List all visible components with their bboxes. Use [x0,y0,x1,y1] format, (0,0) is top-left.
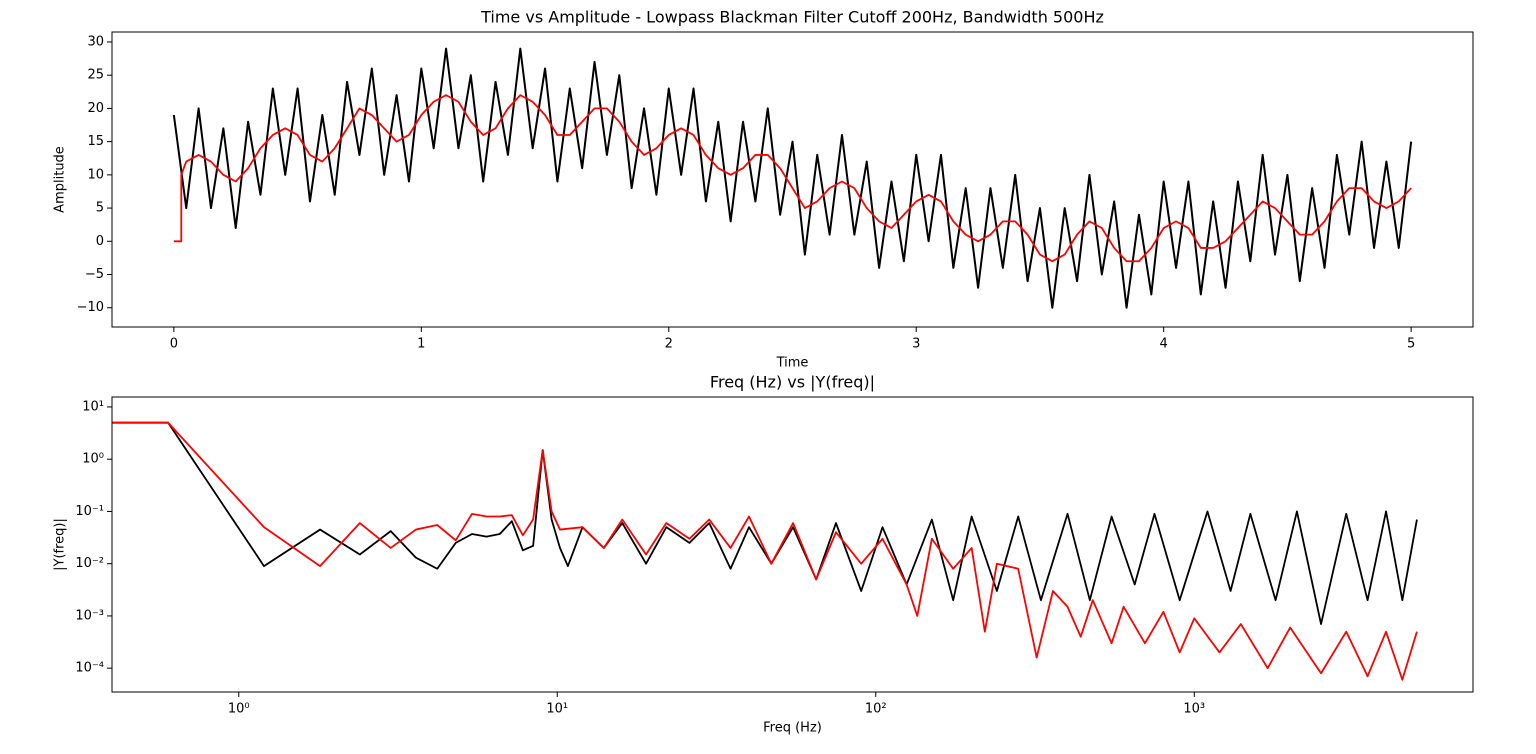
x-tick-label: 4 [1160,337,1168,352]
y-tick-label: 10⁻² [75,556,104,571]
y-tick-label: −10 [77,300,104,315]
y-tick-label: 10⁻¹ [75,504,104,519]
chart-title: Freq (Hz) vs |Y(freq)| [710,373,875,392]
series-line [112,421,1418,681]
plot-area [112,421,1418,681]
x-tick-label: 10³ [1183,702,1205,717]
chart-title: Time vs Amplitude - Lowpass Blackman Fil… [480,8,1104,27]
y-tick-label: 0 [96,234,104,249]
x-tick-label: 2 [665,337,673,352]
x-tick-label: 1 [417,337,425,352]
y-tick-label: 10 [87,167,104,182]
y-tick-label: −5 [85,267,104,282]
x-axis-label: Freq (Hz) [763,721,822,736]
axes-frame [111,31,1474,328]
x-tick-label: 5 [1407,337,1415,352]
y-tick-label: 10⁰ [82,452,104,467]
x-axis-label: Time [776,356,809,371]
y-tick-label: 5 [96,201,104,216]
x-tick-label: 10² [865,702,887,717]
series-line [173,94,1412,263]
y-tick-label: 10⁻³ [75,608,104,623]
series-line [112,421,1418,625]
y-tick-label: 15 [87,134,104,149]
x-tick-label: 0 [170,337,178,352]
plot-area [172,47,1413,309]
x-tick-label: 10¹ [546,702,568,717]
y-axis-label: |Y(freq)| [53,518,68,571]
y-tick-label: 10⁻⁴ [75,661,104,676]
y-axis-label: Amplitude [53,146,68,213]
x-tick-label: 3 [912,337,920,352]
series-line [172,47,1413,309]
y-tick-label: 20 [87,101,104,116]
y-tick-label: 10¹ [82,399,104,414]
y-tick-label: 25 [87,68,104,83]
y-tick-label: 30 [87,34,104,49]
axes-frame [111,396,1474,693]
x-tick-label: 10⁰ [228,702,250,717]
